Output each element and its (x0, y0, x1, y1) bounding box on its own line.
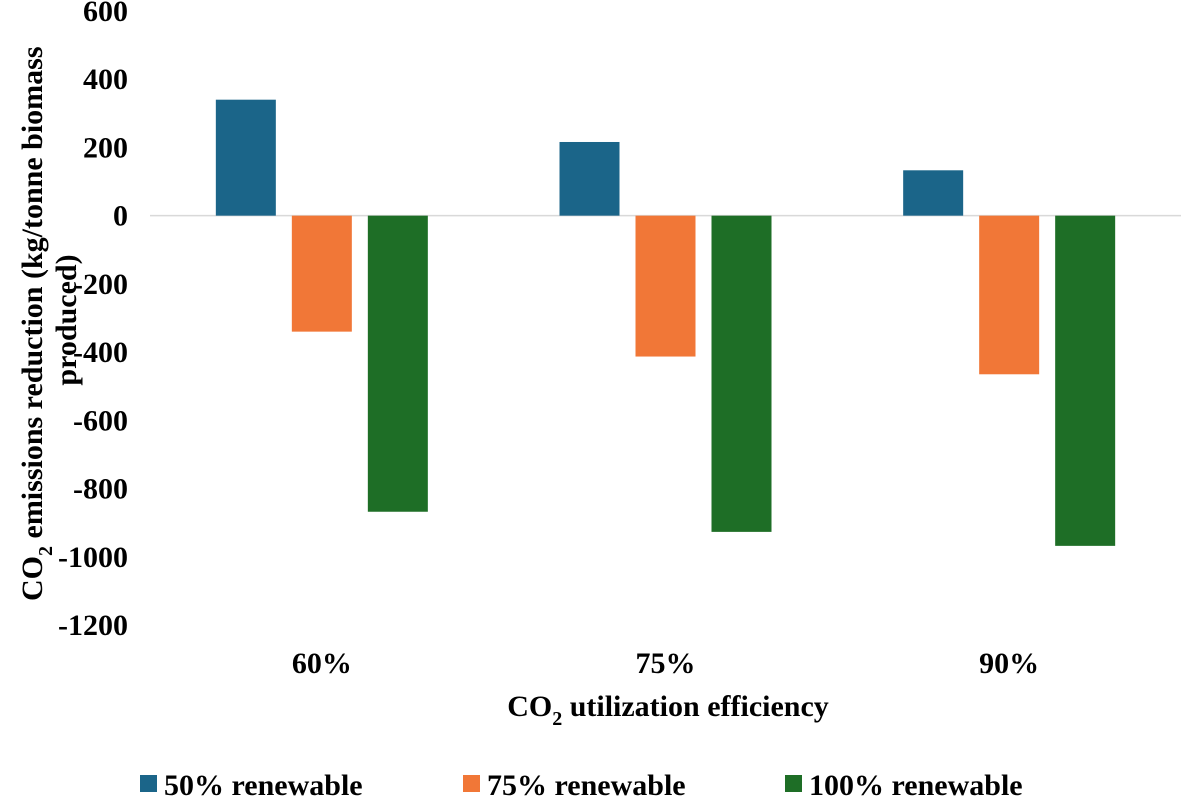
legend-label: 50% renewable (164, 769, 363, 798)
y-axis-title-suffix: emissions reduction (kg/tonne biomass (16, 46, 49, 546)
legend-label: 75% renewable (487, 769, 686, 798)
x-axis-title-suffix: utilization efficiency (562, 690, 829, 723)
x-category-label: 90% (979, 647, 1039, 680)
x-category-label: 75% (636, 647, 696, 680)
x-axis-title-prefix: CO (507, 690, 552, 723)
bar-50-renewable-60pct (215, 99, 276, 216)
y-axis-title-subscript: 2 (35, 546, 57, 556)
bar-100-renewable-90pct (1055, 215, 1116, 546)
legend-swatch (463, 775, 480, 792)
y-tick-label: -200 (73, 268, 128, 301)
bar-75-renewable-60pct (291, 215, 352, 332)
y-axis-title-line2: produced) (50, 254, 83, 385)
x-axis-title-subscript: 2 (552, 708, 562, 730)
y-tick-label: -1200 (58, 609, 128, 642)
bar-100-renewable-75pct (711, 215, 772, 532)
y-axis-title: CO2 emissions reduction (kg/tonne biomas… (16, 39, 83, 601)
y-axis-title-prefix: CO (16, 556, 49, 601)
y-tick-label: 200 (83, 131, 128, 164)
y-tick-label: -400 (73, 336, 128, 369)
x-axis-category-labels: 60% 75% 90% (292, 647, 1039, 680)
legend-label: 100% renewable (809, 769, 1023, 798)
bar-100-renewable-60pct (367, 215, 428, 512)
bar-series (215, 99, 1116, 546)
y-axis-tick-labels: 600 400 200 0 -200 -400 -600 -800 -1000 -1200 (58, 0, 128, 642)
x-axis-title: CO2 utilization efficiency (507, 690, 829, 730)
y-tick-label: -1000 (58, 541, 128, 574)
bar-75-renewable-75pct (635, 215, 696, 357)
legend-swatch (785, 775, 802, 792)
bar-75-renewable-90pct (979, 215, 1040, 375)
y-tick-label: -600 (73, 404, 128, 437)
bar-50-renewable-90pct (903, 170, 964, 216)
y-tick-label: 600 (83, 0, 128, 28)
y-axis-title-line1: CO2 emissions reduction (kg/tonne biomas… (16, 46, 57, 601)
y-tick-label: 0 (113, 200, 128, 233)
legend: 50% renewable 75% renewable 100% renewable (140, 769, 1023, 798)
bar-50-renewable-75pct (559, 141, 620, 216)
y-tick-label: 400 (83, 63, 128, 96)
x-category-label: 60% (292, 647, 352, 680)
legend-swatch (140, 775, 157, 792)
y-tick-label: -800 (73, 473, 128, 506)
